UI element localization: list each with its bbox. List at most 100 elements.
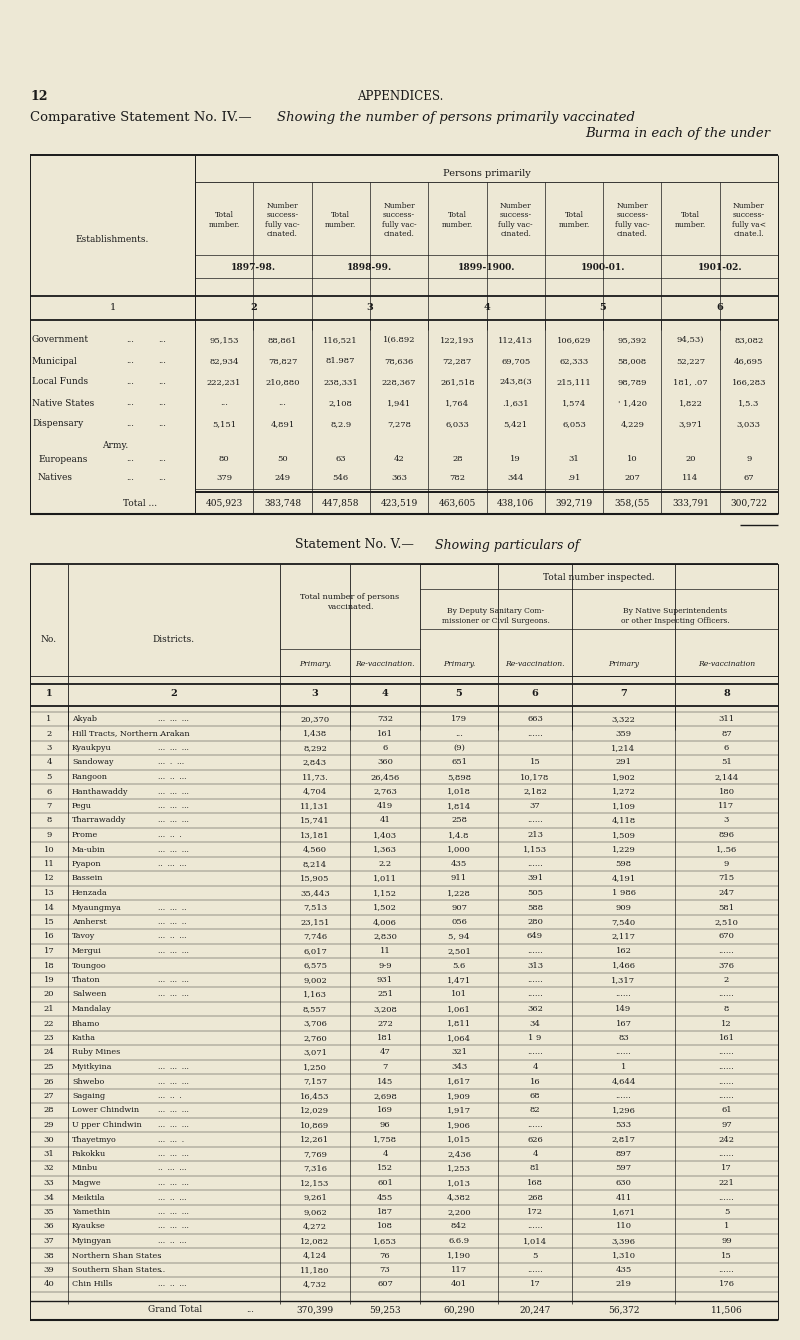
Text: Tavoy: Tavoy bbox=[72, 933, 95, 941]
Text: ...: ... bbox=[158, 356, 166, 364]
Text: 106,629: 106,629 bbox=[557, 336, 591, 344]
Text: 221: 221 bbox=[718, 1179, 734, 1187]
Text: 2,108: 2,108 bbox=[329, 399, 353, 407]
Text: 362: 362 bbox=[527, 1005, 543, 1013]
Text: 15,741: 15,741 bbox=[300, 816, 330, 824]
Text: 2,817: 2,817 bbox=[611, 1135, 635, 1143]
Text: Hanthawaddy: Hanthawaddy bbox=[72, 788, 129, 796]
Text: .91: .91 bbox=[567, 474, 581, 482]
Text: Ma-ubin: Ma-ubin bbox=[72, 846, 106, 854]
Text: 1,253: 1,253 bbox=[447, 1164, 471, 1172]
Text: 169: 169 bbox=[377, 1107, 393, 1115]
Text: ...: ... bbox=[126, 399, 134, 407]
Text: Shwebo: Shwebo bbox=[72, 1077, 104, 1085]
Text: 30: 30 bbox=[44, 1135, 54, 1143]
Text: 19: 19 bbox=[44, 976, 54, 984]
Text: 056: 056 bbox=[451, 918, 467, 926]
Text: 1,310: 1,310 bbox=[611, 1252, 635, 1260]
Text: 14: 14 bbox=[43, 903, 54, 911]
Text: 10,869: 10,869 bbox=[300, 1122, 330, 1130]
Text: Grand Total: Grand Total bbox=[148, 1305, 202, 1315]
Text: ...: ... bbox=[126, 336, 134, 344]
Text: ...: ... bbox=[158, 419, 166, 427]
Text: 1,.56: 1,.56 bbox=[716, 846, 737, 854]
Text: 35: 35 bbox=[44, 1207, 54, 1215]
Text: Thaton: Thaton bbox=[72, 976, 101, 984]
Text: 15: 15 bbox=[44, 918, 54, 926]
Text: 176: 176 bbox=[718, 1281, 734, 1289]
Text: 280: 280 bbox=[527, 918, 543, 926]
Text: 9,002: 9,002 bbox=[303, 976, 327, 984]
Text: 7,540: 7,540 bbox=[611, 918, 635, 926]
Text: 1,811: 1,811 bbox=[447, 1020, 471, 1028]
Text: 391: 391 bbox=[527, 875, 543, 883]
Text: 1 9: 1 9 bbox=[528, 1034, 542, 1043]
Text: 6.6.9: 6.6.9 bbox=[449, 1237, 470, 1245]
Text: ...  ...  ...: ... ... ... bbox=[158, 1077, 189, 1085]
Text: 1,152: 1,152 bbox=[373, 888, 397, 896]
Text: 83: 83 bbox=[618, 1034, 629, 1043]
Text: 455: 455 bbox=[377, 1194, 393, 1202]
Text: 321: 321 bbox=[451, 1048, 467, 1056]
Text: 73: 73 bbox=[380, 1266, 390, 1274]
Text: 28: 28 bbox=[452, 456, 462, 464]
Text: 3: 3 bbox=[366, 303, 374, 312]
Text: 16: 16 bbox=[44, 933, 54, 941]
Text: 16: 16 bbox=[530, 1077, 540, 1085]
Text: 56,372: 56,372 bbox=[608, 1305, 639, 1315]
Text: ......: ...... bbox=[718, 1266, 734, 1274]
Text: 4,124: 4,124 bbox=[303, 1252, 327, 1260]
Text: 20: 20 bbox=[44, 990, 54, 998]
Text: ......: ...... bbox=[527, 1048, 543, 1056]
Text: 114: 114 bbox=[682, 474, 698, 482]
Text: 6: 6 bbox=[532, 690, 538, 698]
Text: 2: 2 bbox=[250, 303, 257, 312]
Text: 601: 601 bbox=[377, 1179, 393, 1187]
Text: Number
success-
fully vac-
cinated.: Number success- fully vac- cinated. bbox=[498, 202, 533, 237]
Text: 62,333: 62,333 bbox=[559, 356, 589, 364]
Text: ...: ... bbox=[455, 729, 463, 737]
Text: 162: 162 bbox=[615, 947, 631, 955]
Text: 46,695: 46,695 bbox=[734, 356, 763, 364]
Text: Pegu: Pegu bbox=[72, 803, 92, 809]
Text: 1,906: 1,906 bbox=[447, 1122, 471, 1130]
Text: 80: 80 bbox=[219, 456, 230, 464]
Text: ...: ... bbox=[126, 474, 134, 482]
Text: 715: 715 bbox=[718, 875, 734, 883]
Text: 4,644: 4,644 bbox=[611, 1077, 636, 1085]
Text: ...: ... bbox=[126, 456, 134, 464]
Text: ......: ...... bbox=[718, 1150, 734, 1158]
Text: Total ...: Total ... bbox=[123, 498, 157, 508]
Text: 2,830: 2,830 bbox=[373, 933, 397, 941]
Text: 1,671: 1,671 bbox=[611, 1207, 635, 1215]
Text: 6: 6 bbox=[724, 744, 729, 752]
Text: 7: 7 bbox=[620, 690, 627, 698]
Text: ...  ...  ...: ... ... ... bbox=[158, 1207, 189, 1215]
Text: 95,392: 95,392 bbox=[618, 336, 647, 344]
Text: 626: 626 bbox=[527, 1135, 543, 1143]
Text: 1899-1900.: 1899-1900. bbox=[458, 264, 515, 272]
Text: 15: 15 bbox=[721, 1252, 732, 1260]
Text: Total
number.: Total number. bbox=[209, 212, 240, 229]
Text: Kyaukse: Kyaukse bbox=[72, 1222, 106, 1230]
Text: Persons primarily: Persons primarily bbox=[442, 169, 530, 177]
Text: 1,363: 1,363 bbox=[373, 846, 397, 854]
Text: 40: 40 bbox=[44, 1281, 54, 1289]
Text: .1,631: .1,631 bbox=[502, 399, 529, 407]
Text: 6,033: 6,033 bbox=[446, 419, 470, 427]
Text: 2: 2 bbox=[46, 729, 52, 737]
Text: 23,151: 23,151 bbox=[300, 918, 330, 926]
Text: 181: 181 bbox=[377, 1034, 393, 1043]
Text: 411: 411 bbox=[615, 1194, 632, 1202]
Text: Pakokku: Pakokku bbox=[72, 1150, 106, 1158]
Text: 1,229: 1,229 bbox=[611, 846, 635, 854]
Text: 60,290: 60,290 bbox=[443, 1305, 474, 1315]
Text: Rangoon: Rangoon bbox=[72, 773, 108, 781]
Text: 268: 268 bbox=[527, 1194, 543, 1202]
Text: By Deputy Sanitary Com-
missioner or Civil Surgeons.: By Deputy Sanitary Com- missioner or Civ… bbox=[442, 607, 550, 624]
Text: 17: 17 bbox=[44, 947, 54, 955]
Text: 7,513: 7,513 bbox=[303, 903, 327, 911]
Text: ...  ..  ...: ... .. ... bbox=[158, 1281, 186, 1289]
Text: ...  ...  ...: ... ... ... bbox=[158, 990, 189, 998]
Text: 52,227: 52,227 bbox=[676, 356, 705, 364]
